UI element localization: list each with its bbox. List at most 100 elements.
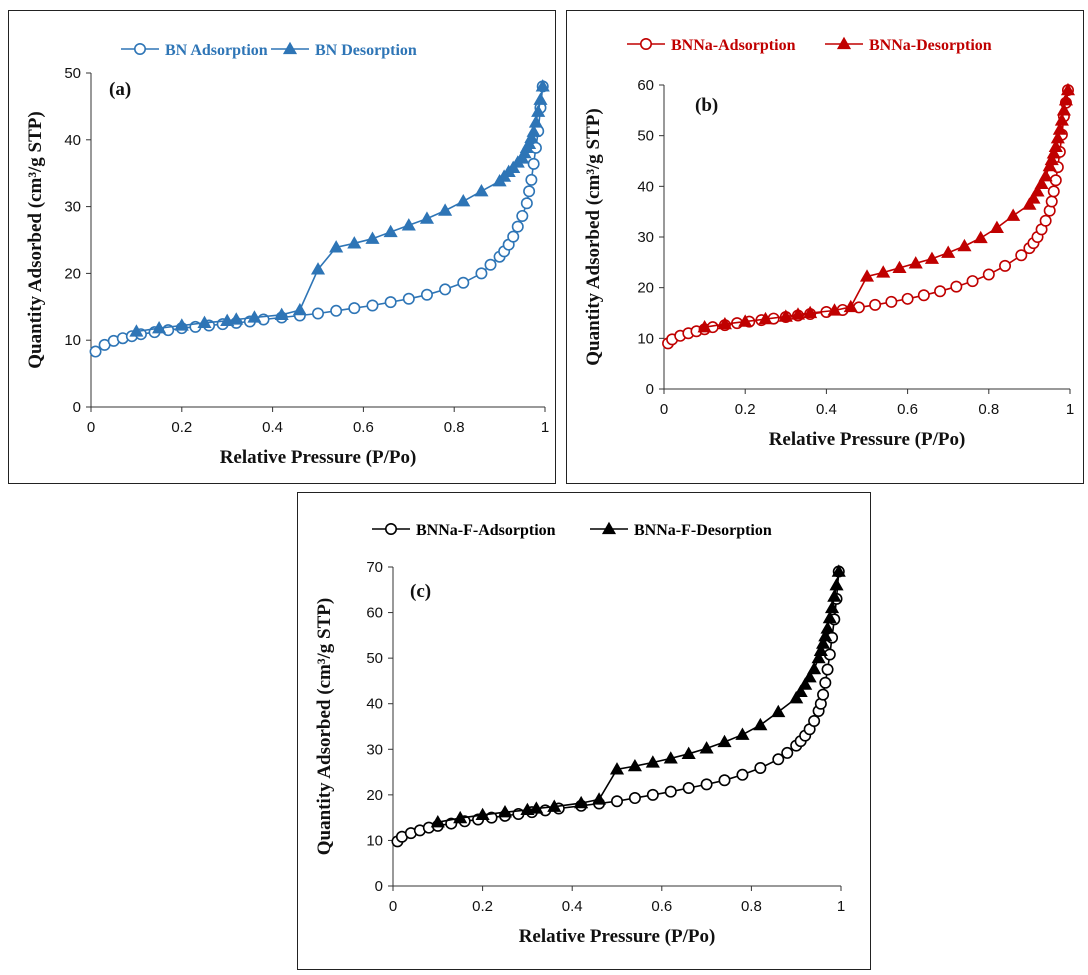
data-point bbox=[876, 265, 891, 278]
panel-label: (a) bbox=[109, 79, 131, 100]
x-axis-label: Relative Pressure (P/Po) bbox=[769, 429, 966, 450]
data-point bbox=[771, 704, 786, 718]
data-point bbox=[129, 324, 144, 337]
chart-a-svg: 0 10 20 30 40 50 0 0.2 0.4 0.6 0.8 1 Relative Pressu… bbox=[25, 41, 550, 468]
data-point bbox=[1060, 82, 1076, 96]
data-point bbox=[402, 292, 415, 305]
x-tick-label: 0.6 bbox=[353, 419, 374, 436]
data-point bbox=[310, 262, 326, 275]
data-point bbox=[1049, 174, 1062, 187]
data-point bbox=[1056, 103, 1071, 116]
data-point bbox=[457, 276, 470, 289]
data-point bbox=[817, 688, 830, 701]
legend-label: BNNa-F-Desorption bbox=[634, 522, 772, 539]
x-tick-label: 0.4 bbox=[562, 898, 583, 915]
legend-label: BNNa-F-Adsorption bbox=[416, 522, 556, 539]
legend-label: BNNa-Desorption bbox=[869, 37, 992, 54]
data-point bbox=[1047, 185, 1060, 198]
data-point bbox=[1054, 113, 1069, 126]
data-point bbox=[574, 795, 589, 809]
data-point bbox=[772, 753, 785, 766]
data-point bbox=[700, 778, 713, 791]
data-point bbox=[808, 715, 821, 728]
x-axis-label: Relative Pressure (P/Po) bbox=[220, 447, 417, 468]
x-tick-label: 0.8 bbox=[741, 898, 762, 915]
data-point bbox=[365, 231, 380, 244]
data-point bbox=[1015, 249, 1028, 262]
series-desorption bbox=[129, 79, 550, 337]
data-point bbox=[843, 299, 858, 313]
data-point bbox=[609, 762, 625, 775]
data-point bbox=[824, 600, 840, 614]
data-point bbox=[885, 295, 898, 308]
x-tick-label: 0.6 bbox=[897, 401, 918, 418]
series-line bbox=[704, 89, 1069, 328]
data-point bbox=[758, 311, 773, 325]
data-point bbox=[592, 792, 607, 805]
legend-label: BN Desorption bbox=[315, 42, 417, 59]
data-point bbox=[917, 289, 930, 302]
data-point bbox=[529, 801, 544, 814]
y-tick-label: 30 bbox=[64, 199, 81, 216]
y-axis-label: Quantity Adsorbed (cm³/g STP) bbox=[314, 598, 335, 855]
data-point bbox=[778, 309, 793, 322]
data-point bbox=[507, 230, 520, 243]
data-point bbox=[535, 79, 550, 92]
y-tick-label: 60 bbox=[366, 605, 383, 622]
data-point bbox=[523, 185, 536, 198]
y-tick-label: 30 bbox=[637, 229, 654, 246]
data-point bbox=[869, 298, 882, 311]
data-point bbox=[531, 104, 546, 117]
data-point bbox=[1042, 158, 1057, 172]
data-point bbox=[1006, 208, 1021, 221]
y-tick-label: 30 bbox=[366, 741, 383, 758]
data-point bbox=[811, 650, 826, 664]
data-point bbox=[781, 746, 794, 759]
chart-c-svg: 0 10 20 30 40 50 60 70 0 0.2 0.4 0.6 0.8 1 Relative Pr… bbox=[314, 521, 846, 947]
data-point bbox=[999, 259, 1012, 272]
chart-b-svg: 0 10 20 30 40 50 60 0 0.2 0.4 0.6 0.8 1 Relative Pres… bbox=[583, 36, 1076, 450]
data-point bbox=[827, 303, 842, 316]
data-point bbox=[475, 267, 488, 280]
legend-marker bbox=[134, 42, 147, 55]
data-point bbox=[347, 236, 362, 249]
data-point bbox=[859, 269, 875, 282]
y-tick-label: 20 bbox=[637, 280, 654, 297]
legend-label: BN Adsorption bbox=[165, 42, 268, 59]
legend-marker bbox=[640, 37, 653, 50]
data-point bbox=[401, 218, 416, 231]
data-point bbox=[627, 758, 642, 772]
y-axis-label: Quantity Adsorbed (cm³/g STP) bbox=[25, 111, 46, 368]
data-point bbox=[950, 280, 963, 293]
data-point bbox=[474, 184, 489, 197]
y-tick-label: 50 bbox=[366, 650, 383, 667]
data-point bbox=[520, 802, 535, 816]
data-point bbox=[610, 795, 623, 808]
data-point bbox=[892, 260, 907, 274]
legend-marker bbox=[385, 522, 398, 535]
x-tick-label: 0.2 bbox=[735, 401, 756, 418]
data-point bbox=[197, 315, 212, 328]
panel-label: (b) bbox=[695, 95, 718, 116]
y-tick-label: 0 bbox=[646, 381, 654, 398]
data-point bbox=[274, 307, 289, 320]
series-desorption bbox=[697, 82, 1076, 333]
legend: BNNa-Adsorption BNNa-Desorption bbox=[627, 36, 992, 54]
data-point bbox=[419, 211, 435, 224]
y-tick-label: 0 bbox=[73, 399, 81, 416]
data-point bbox=[736, 768, 749, 781]
data-point bbox=[247, 310, 262, 323]
x-tick-label: 1 bbox=[541, 419, 549, 436]
y-tick-label: 50 bbox=[637, 128, 654, 145]
y-axis-label: Quantity Adsorbed (cm³/g STP) bbox=[583, 108, 604, 365]
data-point bbox=[663, 751, 678, 764]
y-tick-label: 10 bbox=[637, 330, 654, 347]
data-point bbox=[1034, 176, 1049, 189]
data-point bbox=[497, 804, 513, 818]
y-tick-label: 70 bbox=[366, 559, 383, 576]
data-point bbox=[827, 589, 842, 602]
x-tick-label: 0.4 bbox=[262, 419, 283, 436]
data-point bbox=[646, 788, 659, 801]
data-point bbox=[717, 316, 732, 330]
data-point bbox=[292, 302, 307, 316]
